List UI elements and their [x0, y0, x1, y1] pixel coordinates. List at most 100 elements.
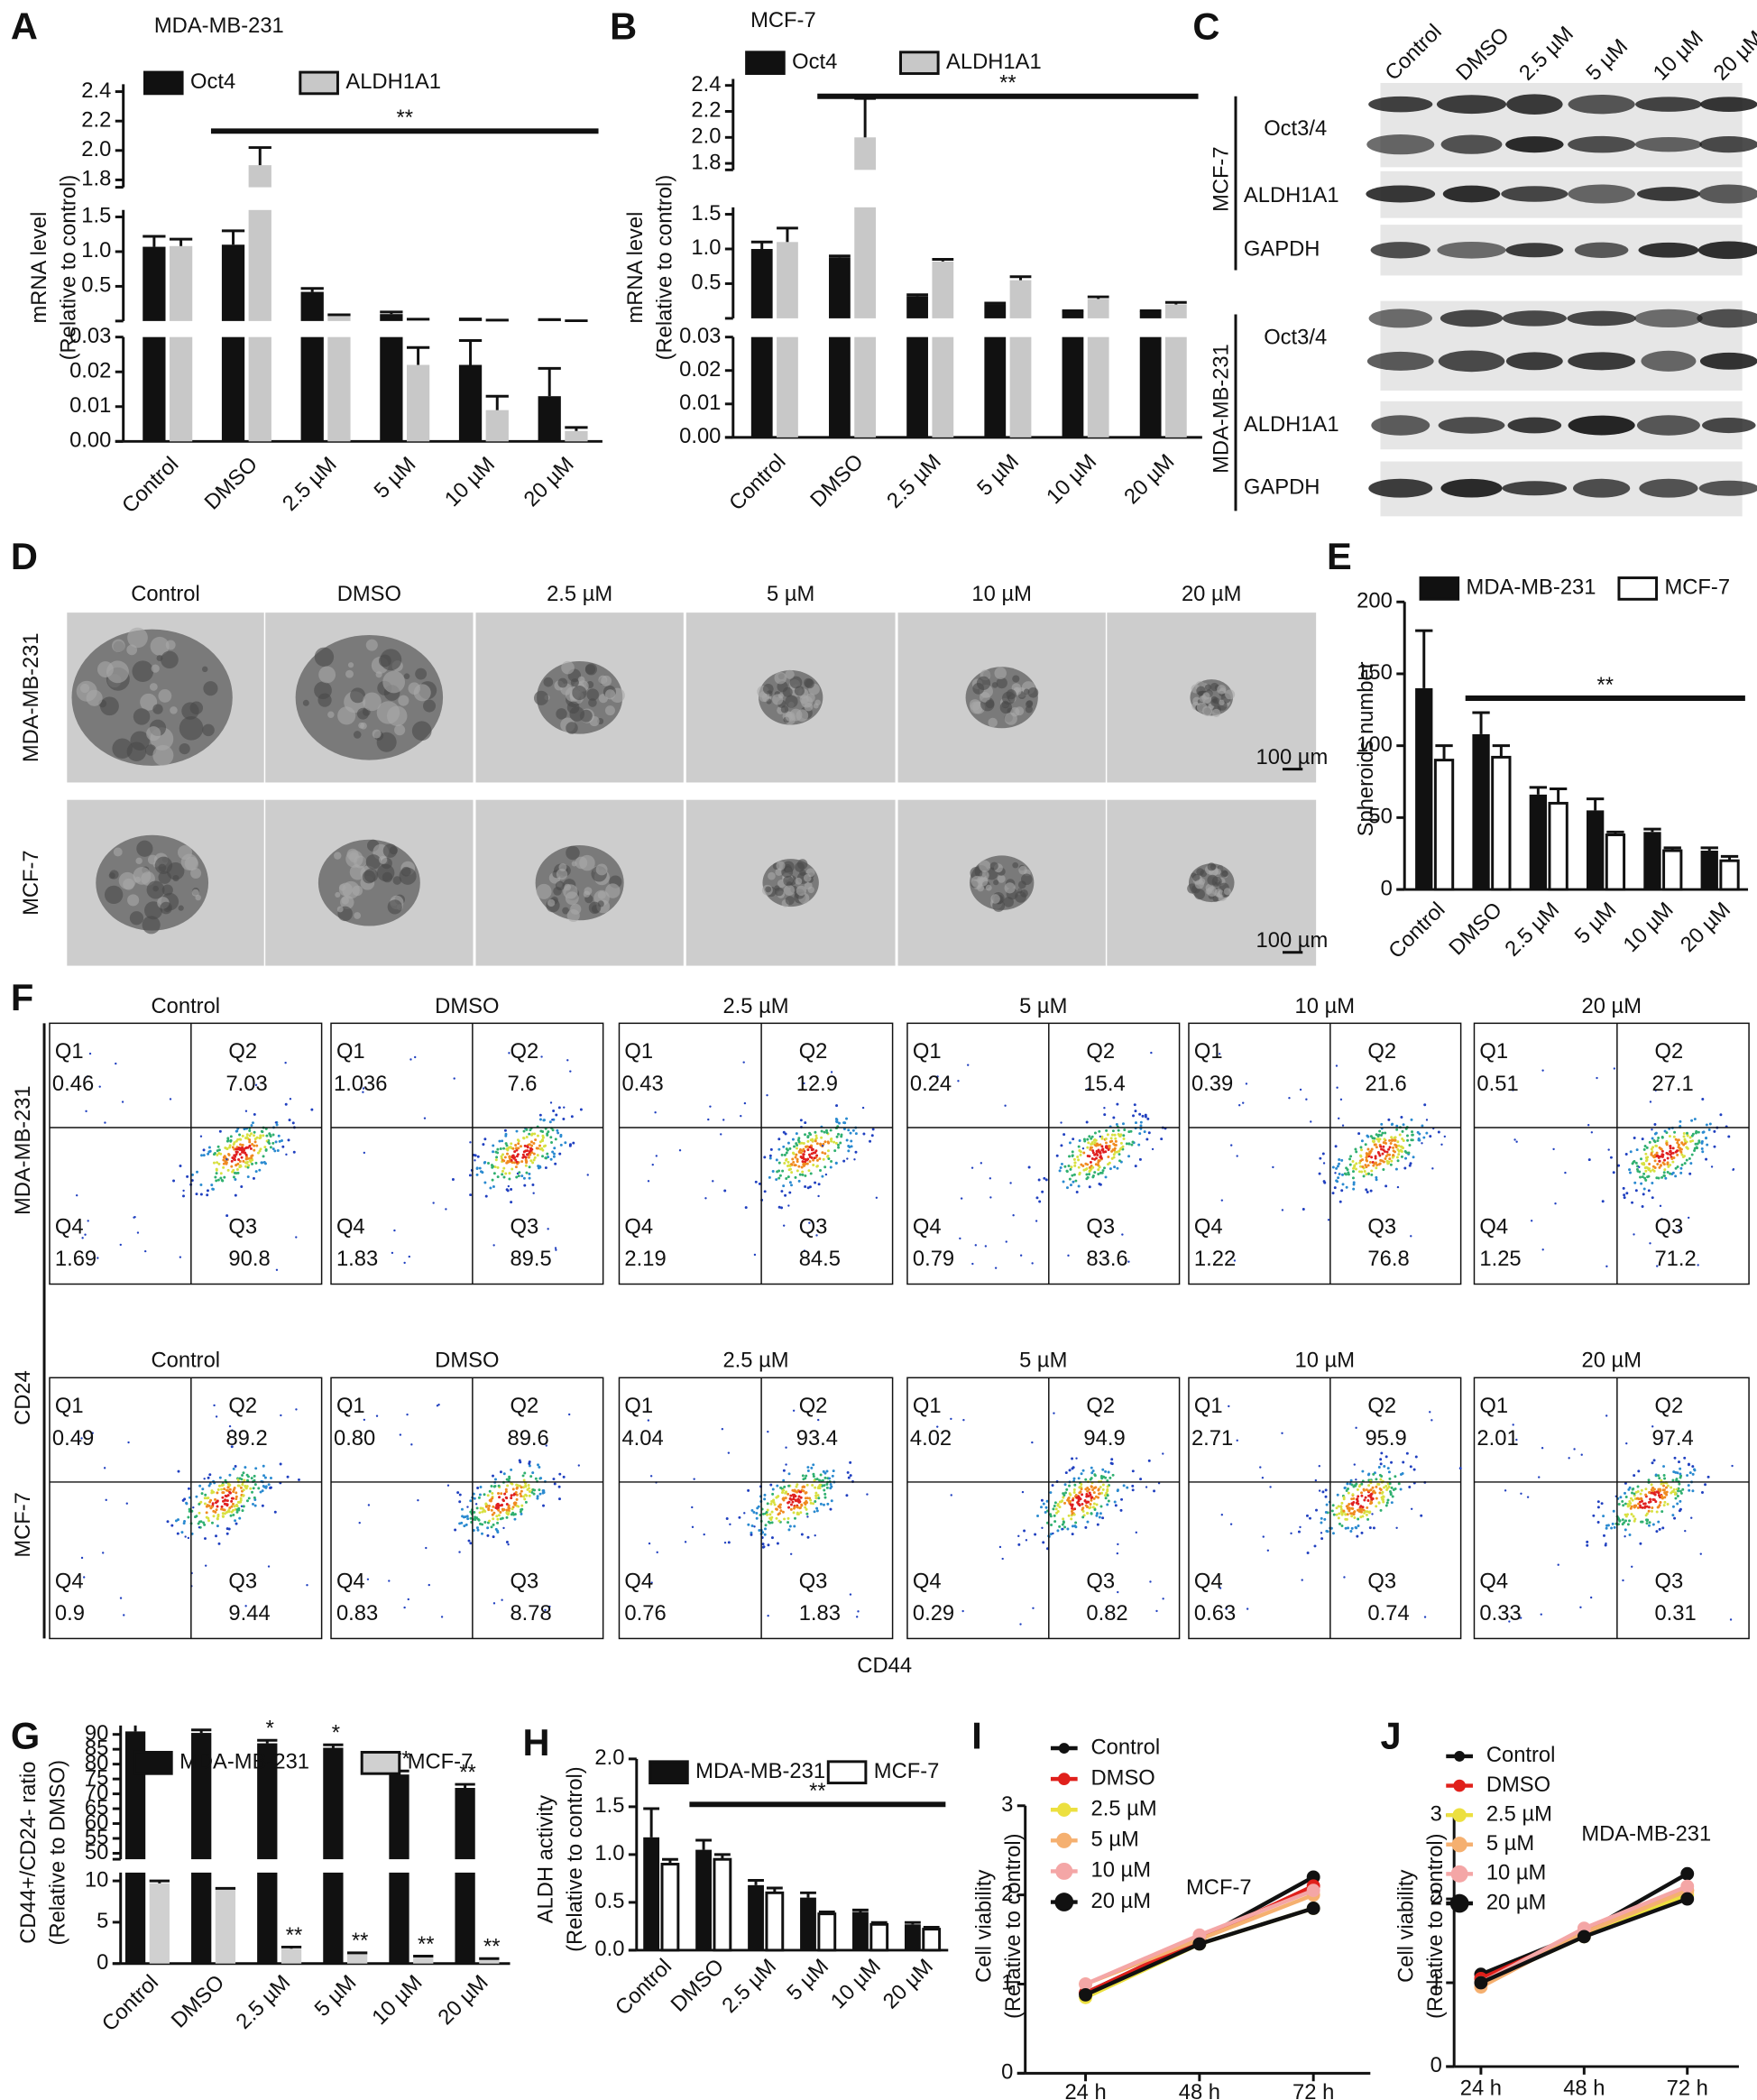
flow-event [539, 1477, 542, 1479]
flow-event [1370, 1500, 1373, 1503]
flow-event [1153, 1489, 1155, 1492]
spheroid-texture [382, 671, 405, 694]
quadrant-name: Q1 [336, 1395, 365, 1418]
flow-event [1679, 1151, 1682, 1154]
flow-event [1050, 1524, 1053, 1526]
flow-event [523, 1130, 526, 1133]
flow-event [650, 1475, 652, 1477]
flow-event [1558, 1564, 1559, 1566]
flow-event [1684, 1162, 1687, 1165]
flow-event [1672, 1152, 1675, 1155]
x-tick-label: 72 h [1292, 2081, 1334, 2100]
flow-event [809, 1133, 812, 1136]
flow-event [172, 1180, 175, 1183]
flow-event [248, 1129, 251, 1132]
flow-event [502, 1167, 505, 1170]
flow-event [1097, 1524, 1099, 1526]
flow-event [835, 1120, 838, 1123]
flow-event [1088, 1173, 1090, 1175]
spheroid-texture [318, 667, 336, 684]
flow-event [1656, 1152, 1659, 1155]
flow-event [212, 1502, 215, 1505]
flow-event [1504, 1489, 1506, 1491]
flow-event [520, 1508, 523, 1511]
flow-event [1123, 1484, 1126, 1487]
flow-event [1073, 1514, 1076, 1516]
flow-event [1625, 1515, 1628, 1518]
flow-event [263, 1161, 266, 1164]
flow-event [1429, 1135, 1431, 1138]
flow-event [1081, 1472, 1083, 1475]
flow-event [207, 1517, 209, 1520]
flow-event [120, 1244, 122, 1246]
flow-event [1094, 1132, 1097, 1135]
flow-event [563, 1106, 565, 1108]
flow-event [729, 1524, 731, 1525]
legend-swatch [144, 72, 182, 94]
flow-event [516, 1130, 519, 1133]
flow-event [1309, 1517, 1311, 1520]
quadrant-value: 1.83 [799, 1602, 841, 1626]
flow-event [784, 1194, 787, 1197]
flow-event [1613, 1510, 1615, 1513]
flow-event [1627, 1505, 1630, 1507]
spheroid-texture [605, 705, 615, 715]
flow-event [811, 1156, 814, 1159]
flow-event [1072, 1150, 1074, 1153]
blot-band [1637, 187, 1700, 201]
spheroid-texture [537, 884, 552, 899]
flow-event [1412, 1156, 1415, 1158]
flow-event [776, 1508, 778, 1511]
flow-event [363, 1152, 365, 1154]
flow-event [1338, 1173, 1341, 1175]
flow-event [791, 1489, 794, 1492]
flow-event [1642, 1193, 1645, 1195]
flow-event [1642, 1175, 1644, 1178]
significance-label: ** [1597, 674, 1614, 697]
spheroid-texture [566, 846, 580, 860]
flow-event [862, 1107, 864, 1109]
flow-event [497, 1509, 500, 1512]
flow-event [836, 1136, 839, 1138]
flow-event [537, 1147, 539, 1150]
flow-event [477, 1529, 480, 1532]
flow-event [1022, 1491, 1024, 1493]
flow-event [518, 1139, 520, 1142]
y-tick-label: 0.03 [679, 325, 721, 348]
flow-event [1661, 1526, 1664, 1529]
flow-event [1685, 1146, 1688, 1148]
flow-event [768, 1517, 771, 1520]
flow-event [1068, 1497, 1071, 1499]
flow-event [1370, 1190, 1373, 1193]
flow-event [768, 1521, 770, 1524]
flow-event [1392, 1156, 1394, 1159]
spheroid-texture [202, 724, 215, 737]
flow-event [1325, 1530, 1328, 1533]
flow-event [1152, 1148, 1154, 1150]
flow-event [515, 1175, 518, 1178]
flow-event [491, 1166, 493, 1169]
flow-event [1093, 1491, 1096, 1494]
flow-event [261, 1130, 263, 1133]
flow-event [795, 1499, 797, 1502]
spheroid-texture [986, 700, 995, 709]
flow-event [798, 1140, 801, 1143]
flow-event [571, 1115, 574, 1118]
flow-event [233, 1175, 235, 1178]
flow-event [1328, 1219, 1329, 1220]
flow-event [491, 1497, 493, 1499]
significance-mark: ** [483, 1936, 501, 1959]
flow-event [508, 1147, 511, 1149]
flow-event [817, 1497, 820, 1499]
flow-event [814, 1149, 817, 1152]
flow-event [819, 1169, 822, 1172]
flow-event [242, 1495, 244, 1497]
spheroid-texture [589, 902, 602, 914]
flow-event [483, 1493, 486, 1496]
bar [854, 207, 876, 318]
flow-event [1678, 1144, 1680, 1147]
flow-event [198, 1485, 201, 1488]
flow-event [200, 1154, 203, 1156]
spheroid-texture [161, 651, 179, 669]
flow-event [179, 1165, 182, 1167]
